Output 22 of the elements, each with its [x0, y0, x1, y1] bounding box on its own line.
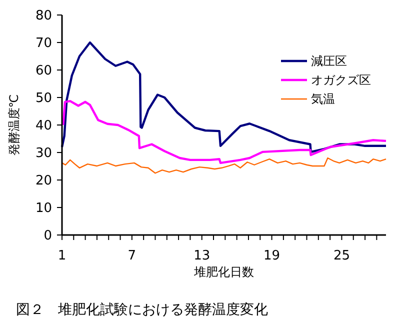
- y-tick-label: 0: [44, 228, 52, 244]
- y-tick-label: 80: [35, 8, 52, 24]
- y-tick-label: 70: [35, 36, 52, 52]
- y-tick-label: 20: [35, 174, 52, 189]
- x-tick-label: 7: [128, 248, 136, 264]
- y-tick-label: 40: [35, 118, 52, 134]
- x-tick-label: 19: [264, 248, 280, 264]
- y-tick-label: 60: [35, 64, 52, 79]
- legend-label: オガクズ区: [311, 73, 371, 88]
- text: 図２ 堆肥化試験における発酵温度変化: [16, 302, 268, 318]
- y-tick-label: 10: [35, 201, 52, 216]
- x-tick-label: 13: [194, 248, 210, 264]
- legend-label: 気温: [311, 92, 335, 106]
- y-axis-title: 発酵温度℃: [7, 94, 21, 156]
- line-series: [61, 157, 387, 174]
- x-tick-label: 25: [333, 248, 350, 264]
- legend-label: 減圧区: [311, 54, 347, 68]
- y-tick-label: 50: [35, 91, 52, 106]
- x-tick-label: 1: [58, 248, 66, 264]
- y-tick-label: 30: [35, 146, 52, 162]
- x-axis-title: 堆肥化日数: [193, 265, 254, 279]
- line-series: [60, 41, 388, 154]
